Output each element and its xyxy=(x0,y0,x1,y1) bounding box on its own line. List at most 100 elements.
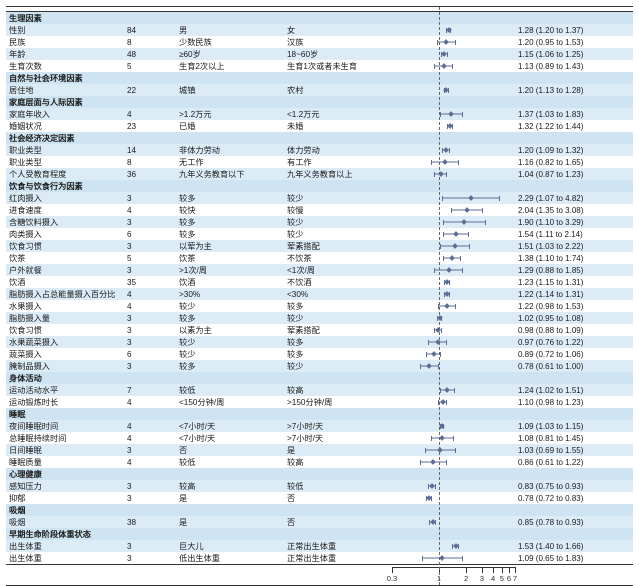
or-ci-text: 1.29 (0.88 to 1.85) xyxy=(515,266,633,275)
axis-tick-label: 5 xyxy=(500,574,504,583)
data-row: 性别 84 男 女 1.28 (1.20 to 1.37) xyxy=(6,24,633,36)
or-point-marker xyxy=(449,255,455,261)
axis-tick-mark xyxy=(515,567,516,573)
axis-tick-label: 6 xyxy=(507,574,511,583)
study-count: 4 xyxy=(124,422,176,431)
nonexposed-group: 较高 xyxy=(284,456,392,468)
or-ci-text: 1.16 (0.82 to 1.65) xyxy=(515,158,633,167)
exposed-group: 较低 xyxy=(176,456,284,468)
forest-plot-cell xyxy=(392,60,515,71)
nonexposed-group: 女 xyxy=(284,24,392,36)
nonexposed-group: <1次/周 xyxy=(284,264,392,276)
indicator-label: 日间睡眠 xyxy=(6,444,124,456)
or-ci-text: 1.22 (0.98 to 1.53) xyxy=(515,302,633,311)
nonexposed-group: 18~60岁 xyxy=(284,48,392,60)
forest-plot-cell xyxy=(392,192,515,203)
indicator-label: 民族 xyxy=(6,36,124,48)
exposed-group: 较少 xyxy=(176,300,284,312)
forest-plot-cell xyxy=(392,216,515,227)
exposed-group: 巨大儿 xyxy=(176,540,284,552)
exposed-group: 低出生体重 xyxy=(176,552,284,564)
nonexposed-group: 体力劳动 xyxy=(284,144,392,156)
data-row: 抑郁 3 是否 0.78 (0.72 to 0.83) xyxy=(6,492,633,504)
nonexposed-group: 否 xyxy=(284,516,392,528)
data-row: 脂肪摄入占总能量摄入百分比 4 >30% <30% 1.22 (1.14 to 1.31… xyxy=(6,288,633,300)
nonexposed-group: 较少 xyxy=(284,216,392,228)
or-ci-text: 1.23 (1.15 to 1.31) xyxy=(515,278,633,287)
exposed-group: 少数民族 xyxy=(176,36,284,48)
data-row: 家庭年收入 4 >1.2万元 <1.2万元 1.37 (1.03 to 1.83) xyxy=(6,108,633,120)
nonexposed-group: 较少 xyxy=(284,312,392,324)
data-row: 生育次数 5 生育2次以上 生育1次或者未生育 1.13 (0.89 to 1.43) xyxy=(6,60,633,72)
section-header-row: 睡眠 xyxy=(6,408,633,420)
data-row: 水果摄入 4 较少 较多 1.22 (0.98 to 1.53) xyxy=(6,300,633,312)
forest-plot-cell xyxy=(392,24,515,35)
study-count: 6 xyxy=(124,230,176,239)
nonexposed-group: 不饮茶 xyxy=(284,252,392,264)
exposed-group: 较多 xyxy=(176,216,284,228)
or-ci-text: 1.09 (0.65 to 1.83) xyxy=(515,554,633,563)
header-nonexposed xyxy=(284,7,392,9)
nonexposed-group: >150分钟/周 xyxy=(284,396,392,408)
exposed-group: <7小时/天 xyxy=(176,432,284,444)
study-count: 4 xyxy=(124,302,176,311)
study-count: 3 xyxy=(124,554,176,563)
indicator-label: 性别 xyxy=(6,24,124,36)
study-count: 3 xyxy=(124,494,176,503)
study-count: 3 xyxy=(124,194,176,203)
section-header-row: 生理因素 xyxy=(6,12,633,24)
exposed-group: 生育2次以上 xyxy=(176,60,284,72)
study-count: 4 xyxy=(124,290,176,299)
forest-plot-cell xyxy=(392,360,515,371)
study-count: 22 xyxy=(124,86,176,95)
forest-plot-cell xyxy=(392,384,515,395)
header-label xyxy=(6,7,124,9)
indicator-label: 睡眠质量 xyxy=(6,456,124,468)
or-point-marker xyxy=(429,483,435,489)
or-ci-text: 0.98 (0.88 to 1.09) xyxy=(515,326,633,335)
study-count: 4 xyxy=(124,110,176,119)
section-label: 自然与社会环境因素 xyxy=(6,72,124,84)
data-row: 运动活动水平 7 较低 较高 1.24 (1.02 to 1.51) xyxy=(6,384,633,396)
or-point-marker xyxy=(446,267,452,273)
nonexposed-group: 荤素搭配 xyxy=(284,324,392,336)
data-row: 脂肪摄入量 3 较多 较少 1.02 (0.95 to 1.08) xyxy=(6,312,633,324)
or-point-marker xyxy=(439,435,445,441)
section-header-row: 家庭层面与人际因素 xyxy=(6,96,633,108)
or-ci-text: 1.53 (1.40 to 1.66) xyxy=(515,542,633,551)
or-point-marker xyxy=(440,399,446,405)
nonexposed-group: 较多 xyxy=(284,348,392,360)
nonexposed-group: 有工作 xyxy=(284,156,392,168)
study-count: 5 xyxy=(124,254,176,263)
exposed-group: 较多 xyxy=(176,312,284,324)
forest-plot-cell xyxy=(392,36,515,47)
forest-plot-cell xyxy=(392,324,515,335)
or-ci-text: 1.38 (1.10 to 1.74) xyxy=(515,254,633,263)
study-count: 3 xyxy=(124,266,176,275)
section-label: 社会经济决定因素 xyxy=(6,132,124,144)
indicator-label: 居住地 xyxy=(6,84,124,96)
exposed-group: 饮茶 xyxy=(176,252,284,264)
study-count: 8 xyxy=(124,38,176,47)
data-row: 水果蔬菜摄入 3 较少 较多 0.97 (0.76 to 1.22) xyxy=(6,336,633,348)
axis-tick-mark xyxy=(466,567,467,573)
exposed-group: >30% xyxy=(176,290,284,299)
or-point-marker xyxy=(442,159,448,165)
forest-plot-cell xyxy=(392,396,515,407)
indicator-label: 饮食习惯 xyxy=(6,324,124,336)
or-ci-text: 2.29 (1.07 to 4.82) xyxy=(515,194,633,203)
study-count: 3 xyxy=(124,242,176,251)
or-ci-text: 1.54 (1.11 to 2.14) xyxy=(515,230,633,239)
or-ci-text: 1.13 (0.89 to 1.43) xyxy=(515,62,633,71)
forest-plot-cell xyxy=(392,540,515,551)
nonexposed-group: 较高 xyxy=(284,384,392,396)
study-count: 7 xyxy=(124,386,176,395)
or-ci-text: 1.90 (1.10 to 3.29) xyxy=(515,218,633,227)
exposed-group: ≥60岁 xyxy=(176,48,284,60)
data-row: 个人受教育程度 36 九年义务教育以下 九年义务教育以上 1.04 (0.87 to 1… xyxy=(6,168,633,180)
or-ci-text: 1.20 (1.09 to 1.32) xyxy=(515,146,633,155)
data-row: 职业类型 8 无工作 有工作 1.16 (0.82 to 1.65) xyxy=(6,156,633,168)
axis-tick-mark xyxy=(482,567,483,573)
data-row: 腌制品摄入 3 较多 较少 0.78 (0.61 to 1.00) xyxy=(6,360,633,372)
exposed-group: 是 xyxy=(176,492,284,504)
